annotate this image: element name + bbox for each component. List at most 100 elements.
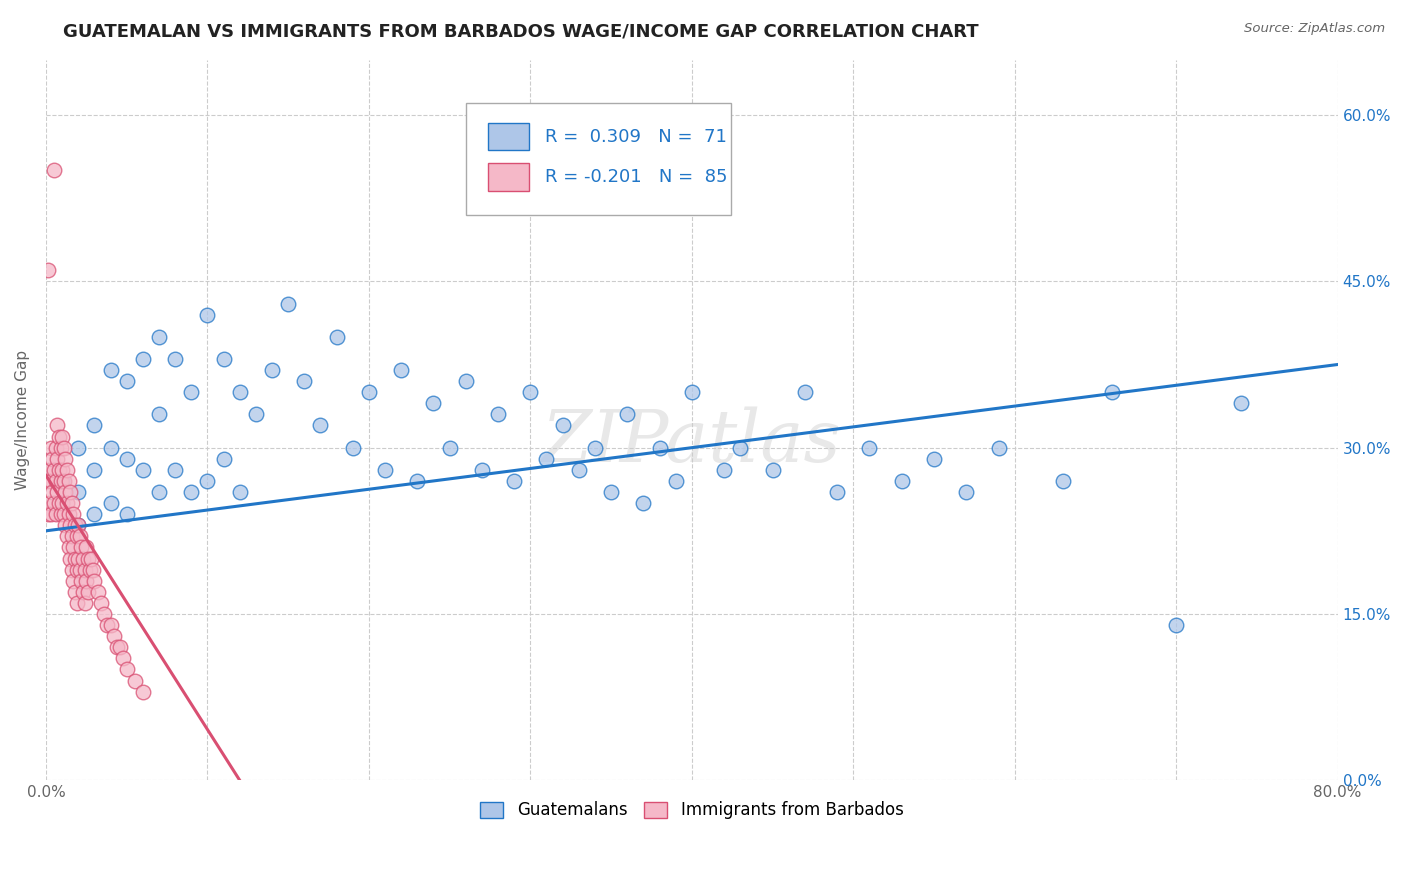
Point (245, 408, 267, 422)
Point (72, 551, 94, 566)
Point (83, 574, 105, 588)
Point (793, 385, 815, 400)
Point (471, 463, 494, 477)
Point (90, 596, 112, 610)
Point (325, 330, 347, 344)
Point (132, 463, 155, 477)
Point (66, 563, 89, 577)
Point (83, 463, 105, 477)
Point (228, 485, 250, 500)
Point (70, 574, 93, 588)
Point (955, 485, 977, 500)
Point (148, 408, 170, 422)
Point (53, 485, 76, 500)
Point (56, 529, 79, 543)
Point (665, 474, 688, 488)
Point (165, 351, 187, 366)
Point (53, 451, 76, 466)
Point (58, 507, 80, 521)
Point (67, 485, 90, 500)
Point (374, 463, 396, 477)
Point (616, 408, 638, 422)
Point (51, 429, 73, 443)
Point (39, 474, 62, 488)
Point (51, 496, 73, 510)
Point (75, 541, 97, 555)
Point (60, 563, 83, 577)
Point (648, 441, 671, 455)
Point (100, 441, 122, 455)
Point (73, 563, 96, 577)
Point (58, 541, 80, 555)
Point (75, 574, 97, 588)
Point (86, 584, 108, 599)
Point (454, 374, 477, 388)
Point (62, 574, 84, 588)
Point (1101, 385, 1123, 400)
Point (309, 418, 332, 433)
Point (58, 474, 80, 488)
Point (503, 474, 526, 488)
Point (42, 463, 65, 477)
Point (66, 596, 89, 610)
Point (890, 474, 912, 488)
Point (922, 451, 945, 466)
Point (93, 607, 115, 621)
Point (277, 296, 299, 310)
Point (52, 474, 75, 488)
Text: ZIPatlas: ZIPatlas (541, 406, 842, 477)
Point (260, 363, 283, 377)
Text: Source: ZipAtlas.com: Source: ZipAtlas.com (1244, 22, 1385, 36)
Point (112, 651, 135, 665)
Point (105, 640, 128, 655)
Point (53, 518, 76, 533)
Point (39, 441, 62, 455)
Point (519, 385, 541, 400)
Point (63, 584, 86, 599)
Point (77, 584, 100, 599)
Point (51, 496, 73, 510)
Point (115, 662, 138, 676)
Point (59, 485, 82, 500)
Point (49, 474, 72, 488)
Point (67, 518, 90, 533)
Point (46, 451, 69, 466)
Point (63, 518, 86, 533)
Point (63, 551, 86, 566)
Point (357, 385, 380, 400)
Point (1229, 396, 1251, 410)
Point (600, 485, 623, 500)
Point (228, 385, 250, 400)
Point (110, 640, 132, 655)
Point (73, 596, 96, 610)
Point (39, 507, 62, 521)
Point (728, 441, 751, 455)
Point (197, 308, 219, 322)
Point (148, 485, 170, 500)
Point (115, 451, 138, 466)
Point (52, 441, 75, 455)
Point (148, 330, 170, 344)
Point (56, 496, 79, 510)
FancyBboxPatch shape (488, 163, 529, 191)
Point (858, 441, 880, 455)
Y-axis label: Wage/Income Gap: Wage/Income Gap (15, 350, 30, 490)
Point (72, 584, 94, 599)
Point (69, 529, 91, 543)
Point (389, 363, 412, 377)
Point (422, 396, 444, 410)
Text: R = -0.201   N =  85: R = -0.201 N = 85 (544, 168, 727, 186)
Point (100, 496, 122, 510)
Point (62, 507, 84, 521)
Point (67, 551, 90, 566)
Point (59, 551, 82, 566)
Point (60, 529, 83, 543)
Point (568, 463, 591, 477)
Point (62, 541, 84, 555)
Point (51, 463, 73, 477)
Point (1166, 618, 1188, 632)
Point (115, 507, 138, 521)
Point (41, 485, 63, 500)
FancyBboxPatch shape (465, 103, 731, 215)
Point (41, 451, 63, 466)
